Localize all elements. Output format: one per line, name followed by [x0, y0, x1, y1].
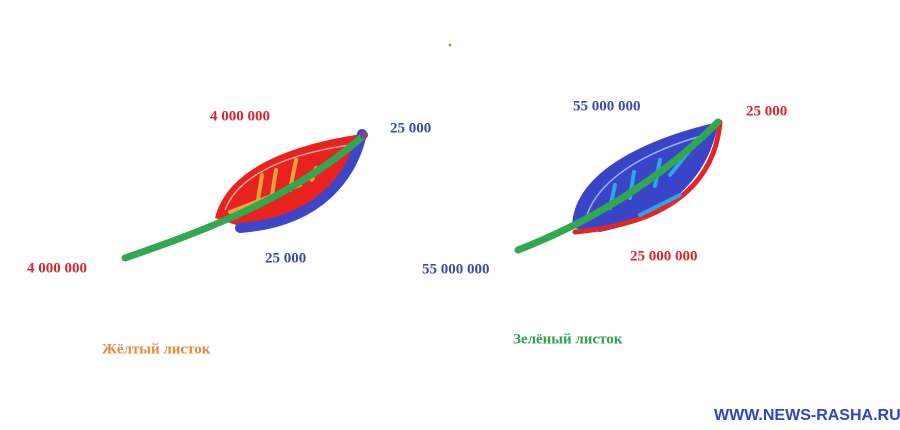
leaf-title: Зелёный листок — [513, 331, 623, 347]
green-leaf — [514, 118, 723, 254]
watermark: WWW.NEWS-RASHA.RU — [714, 407, 900, 424]
leaf-vein — [224, 144, 351, 211]
dot — [448, 43, 452, 47]
stem-label: 55 000 000 — [422, 261, 490, 277]
leaf-title: Жёлтый листок — [102, 341, 211, 357]
tip-label: 25 000 — [390, 120, 431, 136]
top-label: 55 000 000 — [573, 98, 641, 114]
top-label: 4 000 000 — [210, 108, 270, 124]
leaf-stem — [121, 133, 366, 262]
stem-label: 4 000 000 — [27, 260, 87, 276]
leaf-tip — [360, 131, 368, 139]
leaf-edge — [572, 119, 723, 235]
tip-label: 25 000 — [746, 103, 787, 119]
yellow-leaf — [121, 129, 368, 262]
leaf-stem — [514, 118, 722, 254]
leaf-vein — [584, 134, 706, 223]
leaf-edge — [235, 129, 367, 233]
bottom-label: 25 000 — [265, 250, 306, 266]
bottom-label: 25 000 000 — [630, 248, 698, 264]
